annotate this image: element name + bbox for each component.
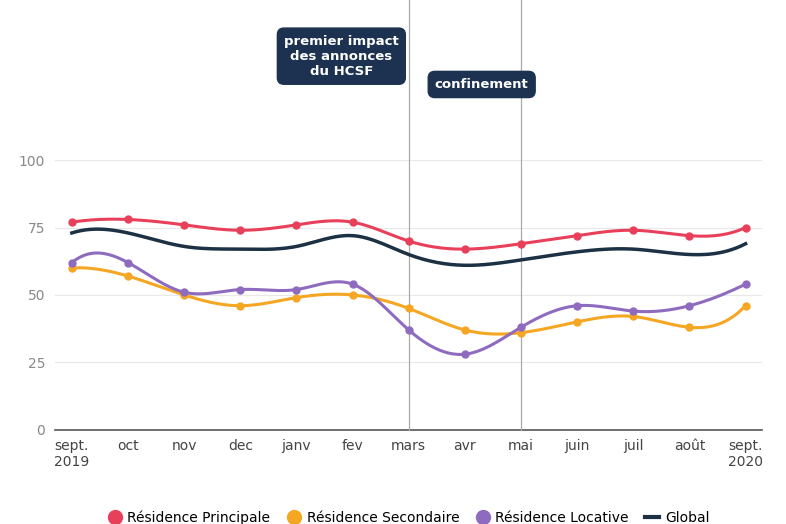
Legend: Résidence Principale, Résidence Secondaire, Résidence Locative, Global: Résidence Principale, Résidence Secondai… xyxy=(102,505,715,524)
Text: premier impact
des annonces
du HCSF: premier impact des annonces du HCSF xyxy=(284,35,399,78)
Text: confinement: confinement xyxy=(435,78,528,91)
